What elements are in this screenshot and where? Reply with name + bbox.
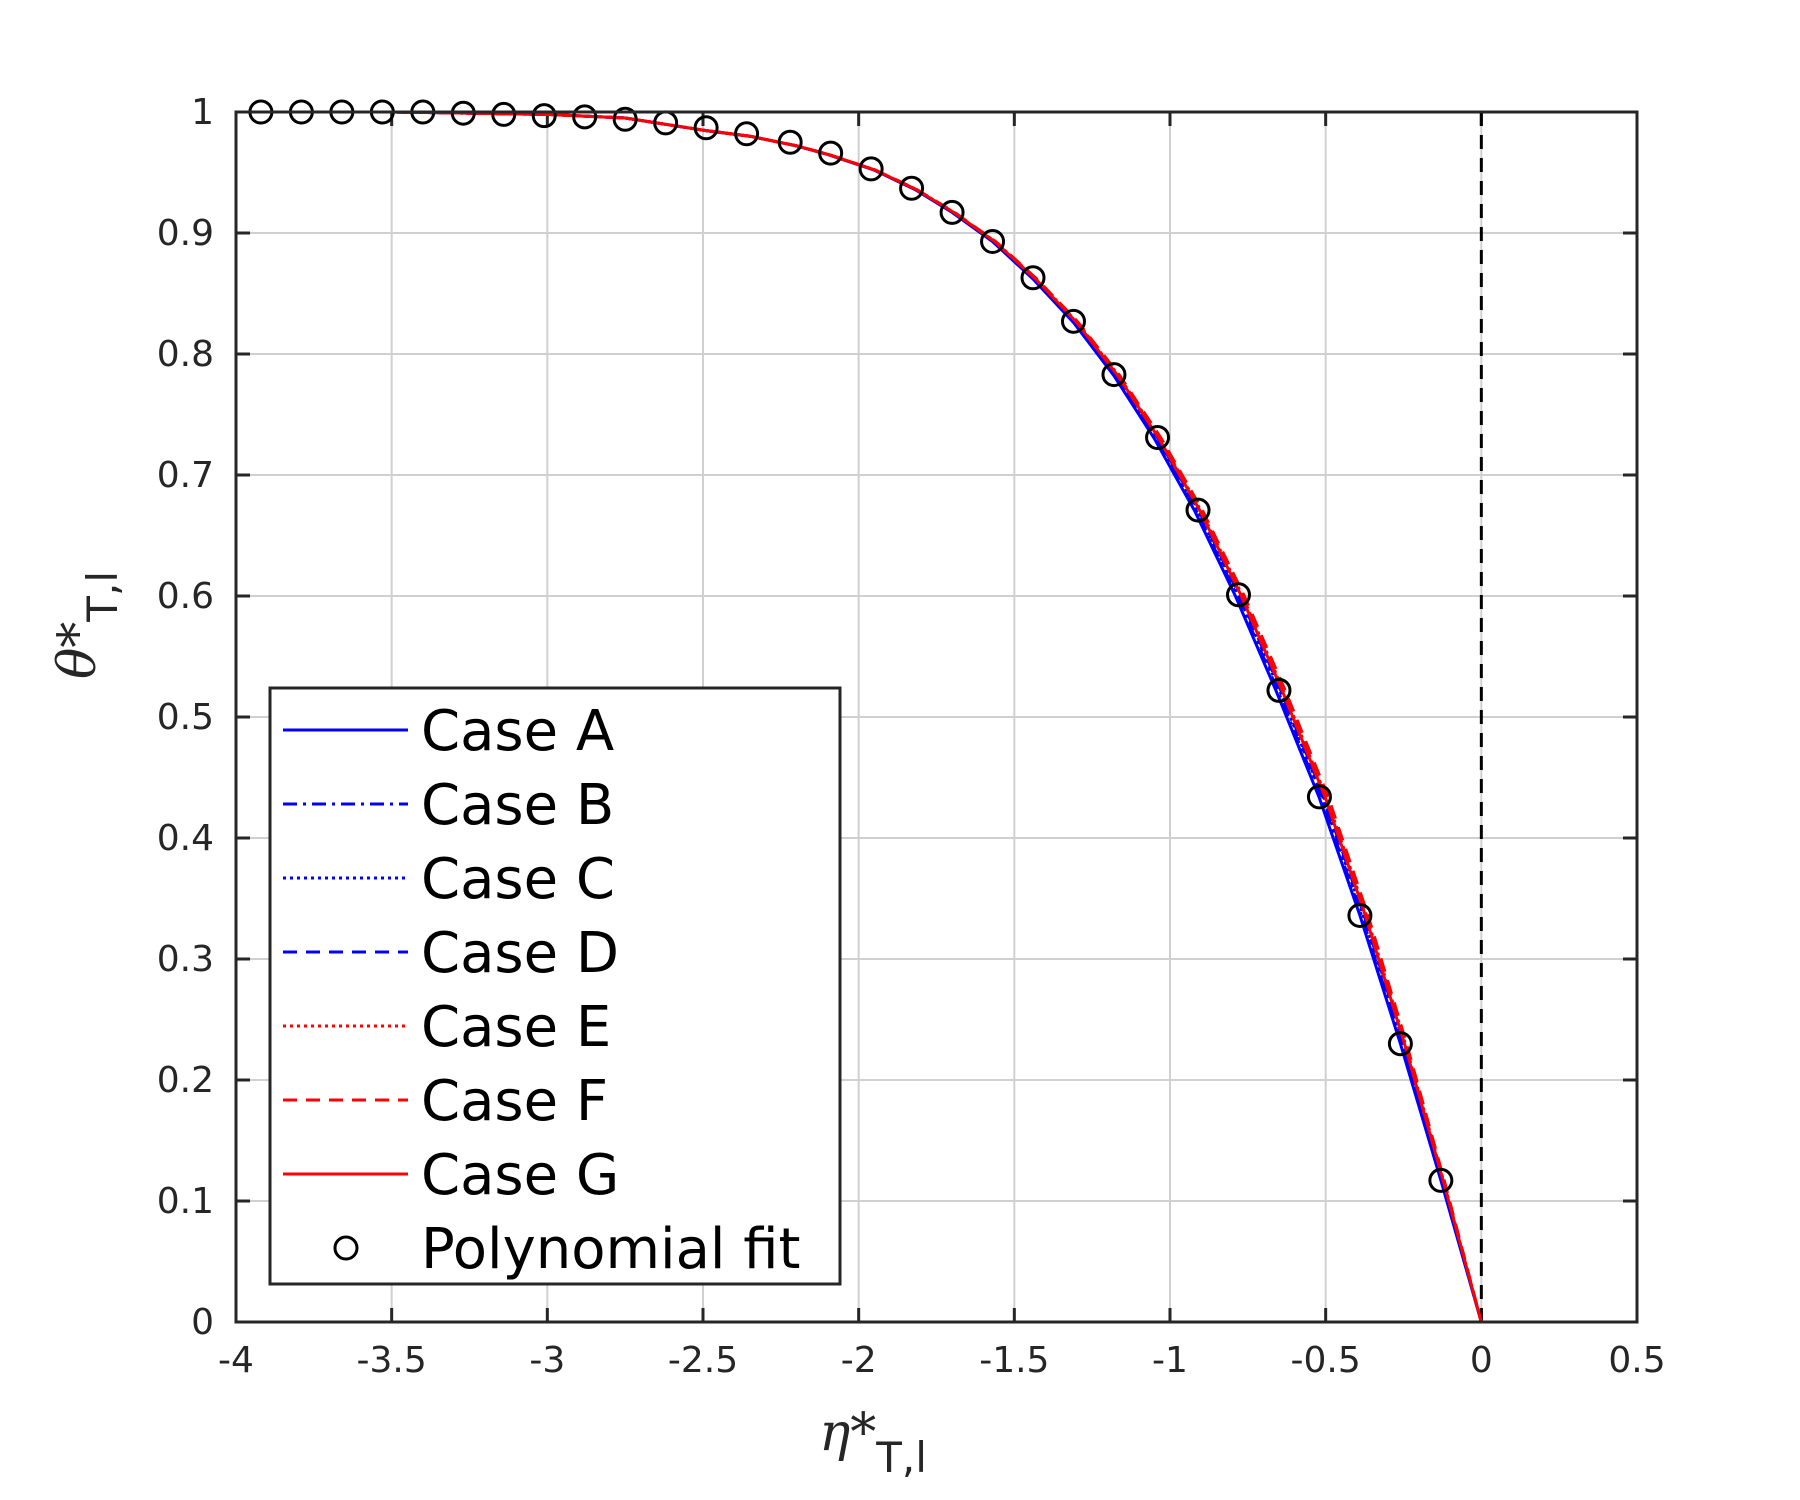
polynomial-fit-markers (248, 99, 1454, 1193)
polynomial-fit-marker (612, 106, 638, 132)
polynomial-fit-marker (1101, 362, 1127, 388)
x-tick-label: -3.5 (357, 1340, 427, 1381)
x-axis-label-sub: T,l (875, 1433, 927, 1482)
y-tick-label: 0.8 (157, 334, 214, 375)
polynomial-fit-marker (1347, 902, 1373, 928)
x-tick-label: 0 (1470, 1340, 1493, 1381)
y-tick-label: 0.4 (157, 818, 214, 859)
polynomial-fit-marker (1387, 1031, 1413, 1057)
legend-label-case-e: Case E (421, 995, 611, 1060)
legend: Case A Case B Case C Case D Case E Case F Case… (268, 686, 842, 1286)
polynomial-fit-marker (1225, 582, 1251, 608)
x-tick-label: 0.5 (1608, 1340, 1665, 1381)
polynomial-fit-marker (693, 115, 719, 141)
x-tick-label: -4 (218, 1340, 254, 1381)
y-tick-label: 0.3 (157, 939, 214, 980)
polynomial-fit-marker (1185, 497, 1211, 523)
polynomial-fit-marker (818, 140, 844, 166)
y-tick-label: 0.1 (157, 1181, 214, 1222)
grid (235, 111, 1638, 1323)
y-axis-label-main: θ* (48, 622, 108, 679)
y-tick-labels: 0 0.1 0.2 0.3 0.4 0.5 0.6 0.7 0.8 0.9 1 (157, 92, 214, 1343)
y-tick-label: 0.6 (157, 576, 214, 617)
x-axis-label: η*T,l (819, 1403, 927, 1482)
y-axis-label-sub: T,l (78, 571, 127, 623)
polynomial-fit-marker (1145, 424, 1171, 450)
x-tick-label: -0.5 (1291, 1340, 1361, 1381)
x-axis-label-main: η* (819, 1403, 876, 1463)
x-tick-label: -2.5 (668, 1340, 738, 1381)
series-line-case-g (236, 110, 1483, 1323)
legend-label-polynomial-fit: Polynomial fit (421, 1217, 801, 1282)
x-tick-label: -1.5 (979, 1340, 1049, 1381)
y-tick-label: 0 (191, 1302, 214, 1343)
polynomial-fit-marker (491, 101, 517, 127)
series-layer (236, 110, 1483, 1323)
polynomial-fit-marker (980, 228, 1006, 254)
x-tick-label: -1 (1152, 1340, 1188, 1381)
legend-label-case-a: Case A (421, 699, 614, 764)
polynomial-fit-marker (572, 104, 598, 130)
polynomial-fit-marker (734, 121, 760, 147)
polynomial-fit-marker (899, 175, 925, 201)
legend-label-case-c: Case C (421, 847, 615, 912)
polynomial-fit-marker (858, 156, 884, 182)
legend-label-case-f: Case F (421, 1069, 608, 1134)
polynomial-fit-marker (1306, 784, 1332, 810)
y-axis-label: θ*T,l (48, 571, 127, 679)
polynomial-fit-marker (1020, 265, 1046, 291)
legend-box (268, 686, 842, 1286)
x-tick-label: -3 (529, 1340, 565, 1381)
plot-frame (234, 110, 1639, 1324)
polynomial-fit-marker (1060, 308, 1086, 334)
legend-label-case-b: Case B (421, 773, 614, 838)
x-tick-label: -2 (841, 1340, 877, 1381)
x-tick-labels: -4 -3.5 -3 -2.5 -2 -1.5 -1 -0.5 0 0.5 (218, 1340, 1666, 1381)
legend-label-case-d: Case D (421, 921, 619, 986)
polynomial-fit-marker (531, 103, 557, 129)
polynomial-fit-marker (939, 199, 965, 225)
y-tick-label: 1 (191, 92, 214, 133)
y-tick-label: 0.2 (157, 1060, 214, 1101)
legend-swatch-polynomial-fit (333, 1235, 359, 1261)
y-tick-label: 0.5 (157, 697, 214, 738)
polynomial-fit-marker (777, 129, 803, 155)
polynomial-fit-marker (1428, 1167, 1454, 1193)
polynomial-fit-marker (1266, 677, 1292, 703)
y-tick-label: 0.7 (157, 455, 214, 496)
legend-label-case-g: Case G (421, 1143, 619, 1208)
y-tick-label: 0.9 (157, 213, 214, 254)
